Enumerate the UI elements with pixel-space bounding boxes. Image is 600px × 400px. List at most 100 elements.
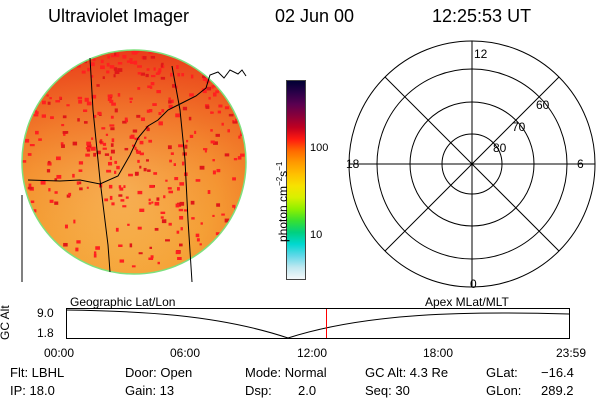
speckle — [47, 160, 51, 164]
speckle — [140, 72, 146, 76]
speckle — [214, 262, 218, 265]
speckle — [195, 64, 198, 68]
timeline-frame — [66, 308, 570, 339]
speckle — [161, 219, 167, 224]
speckle — [188, 116, 192, 121]
speckle — [137, 87, 141, 90]
speckle — [241, 125, 246, 128]
mlat-label-70: 70 — [512, 120, 526, 134]
speckle — [228, 228, 232, 232]
units-mid: s — [276, 170, 290, 177]
speckle — [41, 100, 46, 105]
speckle — [115, 227, 119, 232]
speckle — [137, 72, 142, 75]
speckle — [33, 114, 39, 117]
info-seq: Seq: 30 — [365, 383, 410, 398]
speckle — [63, 132, 66, 136]
speckle — [131, 50, 136, 55]
speckle — [156, 197, 160, 201]
speckle — [131, 265, 136, 268]
speckle — [197, 64, 203, 68]
speckle — [31, 79, 34, 82]
speckle — [104, 153, 110, 156]
speckle — [77, 96, 83, 100]
speckle — [203, 148, 208, 151]
speckle — [202, 66, 206, 70]
disc-limb — [21, 49, 247, 275]
speckle — [38, 258, 43, 262]
speckle — [46, 169, 51, 173]
mlt-label-0: 0 — [470, 277, 477, 291]
speckle — [117, 62, 123, 65]
speckle — [130, 134, 135, 138]
speckle — [122, 205, 127, 208]
speckle — [150, 82, 155, 86]
speckle — [92, 58, 96, 62]
speckle — [69, 64, 73, 68]
speckle — [111, 102, 116, 106]
speckle — [46, 58, 49, 62]
speckle — [153, 172, 158, 175]
speckle — [227, 62, 231, 66]
speckle — [190, 74, 194, 79]
speckle — [96, 84, 100, 87]
info-ip: IP: 18.0 — [10, 383, 55, 398]
speckle — [99, 139, 103, 142]
units-base: photon cm — [276, 185, 290, 242]
speckle — [212, 58, 217, 62]
timeline-tick-2359: 23:59 — [556, 346, 587, 360]
speckle — [28, 183, 32, 188]
speckle — [117, 93, 121, 97]
speckle — [231, 73, 235, 77]
units-exp2: −1 — [275, 161, 284, 171]
info-gain: Gain: 13 — [125, 383, 175, 398]
speckle — [85, 146, 91, 150]
speckle — [225, 62, 229, 66]
speckle — [139, 140, 144, 145]
speckle — [144, 136, 147, 139]
speckle — [150, 55, 156, 59]
speckle — [241, 75, 245, 79]
speckle — [114, 170, 117, 174]
speckle — [179, 182, 185, 186]
speckle — [54, 65, 58, 69]
speckle — [182, 106, 188, 111]
units-exp1: −2 — [275, 176, 284, 186]
info-mode: Mode: Normal — [245, 365, 327, 380]
speckle — [240, 51, 246, 55]
speckle — [183, 209, 188, 212]
speckle — [221, 122, 224, 126]
speckle — [230, 50, 235, 54]
speckle — [114, 52, 117, 56]
info-glat-label: GLat: — [486, 365, 518, 380]
speckle — [219, 55, 224, 60]
speckle — [224, 218, 230, 223]
meridian-line — [171, 65, 193, 283]
speckle — [149, 184, 154, 188]
speckle — [36, 55, 40, 59]
speckle — [49, 97, 52, 100]
speckle — [176, 65, 179, 69]
speckle — [230, 83, 235, 87]
date-label: 02 Jun 00 — [275, 6, 355, 26]
speckle — [113, 74, 116, 78]
speckle — [174, 177, 179, 181]
speckle — [90, 62, 95, 67]
speckle — [202, 75, 207, 79]
speckle — [171, 99, 174, 104]
speckle — [134, 51, 137, 55]
speckle — [100, 59, 104, 64]
speckle — [184, 144, 188, 149]
speckle — [118, 244, 123, 247]
info-dsp-value: 2.0 — [298, 383, 317, 398]
speckle — [244, 58, 246, 63]
speckle — [64, 224, 68, 229]
speckle — [65, 130, 69, 134]
speckle — [71, 53, 75, 57]
speckle — [195, 233, 200, 238]
speckle — [225, 55, 231, 59]
speckle — [147, 169, 151, 172]
speckle — [137, 226, 142, 230]
info-glon-value: 289.2 — [541, 383, 574, 398]
speckle — [125, 196, 129, 199]
